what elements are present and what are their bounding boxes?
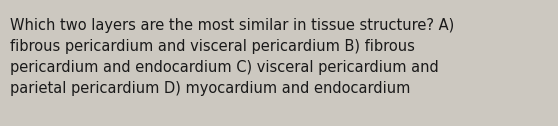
Text: Which two layers are the most similar in tissue structure? A)
fibrous pericardiu: Which two layers are the most similar in… <box>10 18 454 96</box>
